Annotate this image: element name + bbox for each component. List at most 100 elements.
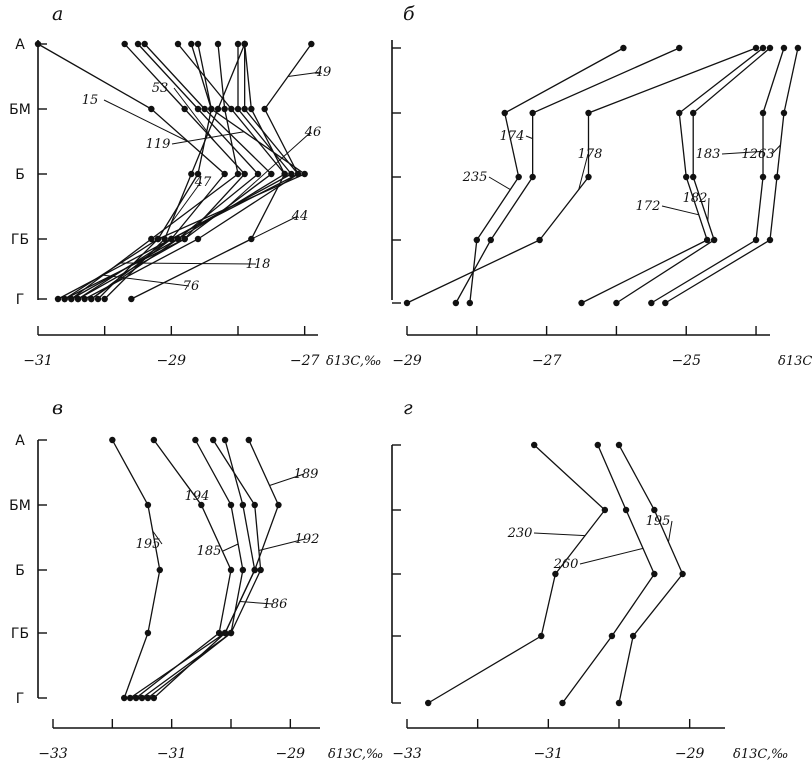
data-point [81, 295, 88, 303]
data-point [622, 506, 630, 514]
data-point [239, 566, 247, 574]
data-point [425, 699, 432, 707]
series-leader [101, 274, 190, 287]
series-leader [227, 215, 299, 252]
data-point [248, 105, 255, 113]
data-point [161, 235, 168, 243]
x-axis-label: δ13C,‰ [326, 354, 381, 369]
series-leader [152, 530, 163, 545]
panel-4: г −33 −31 −29 δ13C,‰ 230 260 195 [391, 397, 788, 762]
data-point [473, 236, 481, 244]
series-leader [170, 181, 202, 224]
x-tick-label: −29 [276, 746, 306, 762]
data-point [676, 109, 683, 117]
data-point [683, 173, 690, 181]
data-point [531, 441, 538, 449]
x-tick-label: −27 [290, 353, 320, 369]
panel-3: в А БМ Б ГБ Г −33 −31 −29 δ13C,‰ 195 194 185 192 186 18… [9, 397, 383, 762]
x-tick-label: −29 [157, 353, 187, 369]
series-label: 172 [636, 199, 661, 214]
series-leader [103, 99, 189, 142]
data-point [234, 40, 242, 48]
x-tick-label: −27 [532, 353, 562, 369]
series-leader [533, 532, 586, 537]
y-tick-label: Б [15, 167, 25, 183]
series-line [111, 439, 161, 699]
y-tick-label: БМ [9, 498, 31, 514]
series-leader [667, 520, 673, 543]
data-point [780, 109, 788, 117]
series-leader [269, 473, 305, 486]
data-point [501, 109, 508, 117]
series-label: 119 [146, 137, 171, 152]
data-point [466, 299, 474, 307]
data-point [215, 629, 223, 637]
y-tick-label: Б [15, 563, 25, 579]
series-leader [119, 262, 257, 265]
data-point [281, 170, 288, 178]
data-point [132, 694, 140, 702]
series-line [581, 47, 764, 304]
data-point [288, 170, 295, 178]
data-point [620, 44, 627, 52]
data-point [251, 566, 258, 574]
data-point [239, 501, 247, 509]
series-label: 15 [82, 93, 99, 108]
series-line [427, 444, 606, 704]
data-point [487, 236, 494, 244]
data-point [703, 236, 711, 244]
data-point [134, 40, 142, 48]
x-tick-label: −31 [23, 353, 53, 369]
series-label: 49 [314, 65, 332, 80]
data-point [88, 295, 95, 303]
data-point [585, 109, 592, 117]
series-leader [173, 87, 216, 142]
data-point [752, 44, 760, 52]
data-point [150, 436, 158, 444]
data-point [194, 235, 202, 243]
data-point [536, 236, 543, 244]
series-label: 1263 [741, 147, 774, 162]
series-label: 186 [263, 597, 288, 612]
data-point [690, 173, 697, 181]
series-label: 185 [197, 544, 222, 559]
data-point [294, 170, 302, 178]
series-label: 178 [578, 147, 603, 162]
series-leader [707, 197, 710, 222]
series-label: 260 [553, 557, 579, 572]
data-point [257, 566, 264, 574]
data-point [156, 566, 163, 574]
data-point [144, 694, 152, 702]
data-point [766, 44, 774, 52]
data-point [710, 236, 718, 244]
series-label: 174 [500, 129, 525, 144]
series-label: 182 [683, 191, 708, 206]
series-label: 189 [294, 467, 319, 482]
data-point [601, 506, 609, 514]
data-point [648, 299, 655, 307]
data-point [168, 235, 175, 243]
series-line [618, 444, 684, 704]
data-point [154, 235, 162, 243]
data-point [194, 105, 202, 113]
data-point [214, 105, 222, 113]
x-tick-label: −31 [157, 746, 187, 762]
data-point [210, 436, 217, 444]
data-point [759, 173, 767, 181]
data-point [227, 566, 235, 574]
data-point [126, 694, 134, 702]
x-tick-label: −31 [534, 746, 564, 762]
data-point [552, 570, 559, 578]
data-point [651, 506, 658, 514]
data-point [148, 105, 155, 113]
data-point [241, 105, 248, 113]
data-point [275, 501, 282, 509]
x-tick-label: −29 [675, 746, 705, 762]
data-point [241, 170, 248, 178]
series-line [129, 439, 256, 699]
data-point [594, 441, 601, 449]
series-leader [721, 150, 764, 155]
series-label: 76 [183, 279, 200, 294]
data-point [613, 299, 620, 307]
series-leader [181, 478, 196, 497]
